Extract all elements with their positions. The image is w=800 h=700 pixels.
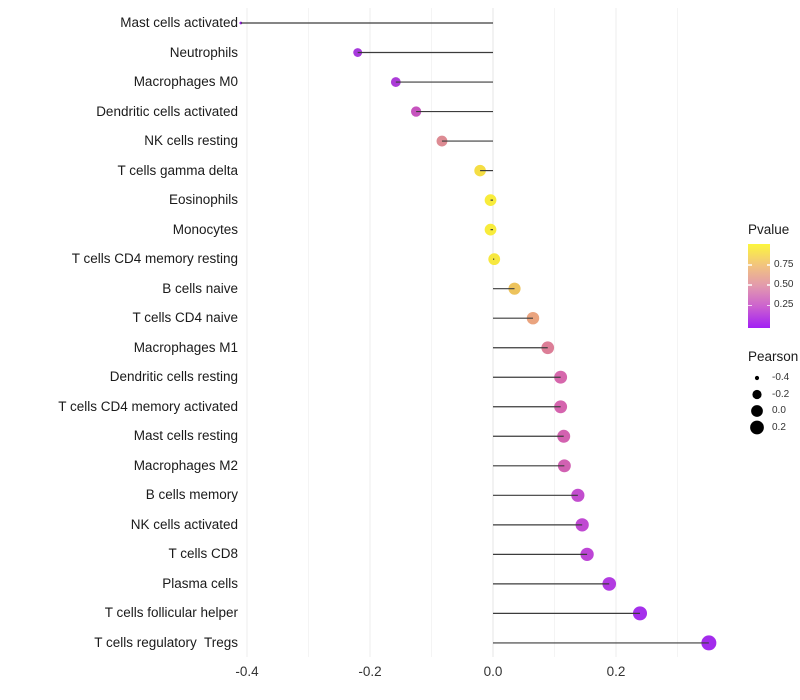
y-axis-label: Monocytes [172,221,238,237]
pvalue-tick-label: 0.25 [774,299,794,311]
pearson-legend-dot [752,389,762,400]
pvalue-tick-mark [748,264,752,266]
pearson-legend-title: Pearson [748,349,799,364]
pearson-legend-dot [751,405,763,417]
pvalue-gradient-bar [748,244,770,328]
y-axis-label: T cells CD4 memory resting [71,251,238,267]
pearson-legend-label: -0.4 [772,372,790,383]
y-axis-label: T cells CD8 [168,546,238,562]
pearson-legend-label: 0.0 [772,405,786,416]
pvalue-tick-mark [748,304,752,307]
pearson-legend-label: -0.2 [772,388,790,400]
x-axis-tick-label: -0.2 [358,664,382,679]
pvalue-legend-title: Pvalue [748,222,790,237]
y-axis-label: Neutrophils [169,44,238,60]
lollipop-dot [390,77,401,87]
y-axis-label: Mast cells resting [133,428,238,444]
pearson-legend-label: 0.2 [772,421,786,433]
y-axis-label: Macrophages M2 [133,457,238,473]
y-axis-label: Macrophages M0 [133,74,238,90]
y-axis-label: Mast cells activated [120,15,238,30]
y-axis-label: T cells gamma delta [117,162,238,178]
y-axis-label: Dendritic cells activated [96,103,238,119]
y-axis-label: Plasma cells [162,575,238,591]
y-axis-label: B cells memory [145,487,238,503]
y-axis-label: B cells naive [162,280,238,296]
y-axis-label: NK cells resting [144,133,238,149]
pearson-legend-dot [754,375,760,381]
pvalue-tick-label: 0.75 [774,259,794,270]
x-axis-tick-label: 0.2 [606,664,626,679]
y-axis-label: NK cells activated [130,516,238,532]
y-axis-label: T cells CD4 naive [132,310,238,326]
x-axis-tick-label: 0.0 [483,664,503,679]
y-axis-label: T cells CD4 memory activated [58,398,238,414]
y-axis-label: T cells follicular helper [104,605,238,621]
y-axis-label: Dendritic cells resting [109,369,238,385]
pvalue-tick-mark [766,284,770,286]
pearson-legend-dot [750,420,764,435]
y-axis-label: Macrophages M1 [133,339,238,355]
lollipop-dot [436,135,448,147]
y-axis-label: T cells regulatory Tregs [94,634,238,650]
y-axis-label: Eosinophils [168,192,238,208]
x-axis-tick-label: -0.4 [235,664,259,679]
pvalue-tick-mark [748,284,752,286]
pvalue-tick-mark [766,304,770,307]
pvalue-tick-mark [766,264,770,266]
pvalue-tick-label: 0.50 [774,279,794,291]
